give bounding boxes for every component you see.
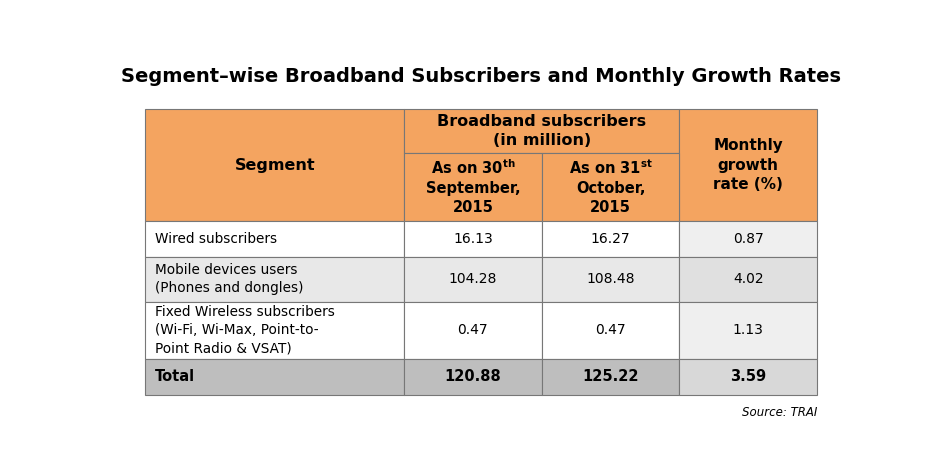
Text: Total: Total [155, 369, 195, 384]
Bar [679, 221, 817, 257]
Text: Mobile devices users
(Phones and dongles): Mobile devices users (Phones and dongles… [155, 263, 303, 295]
Bar [679, 257, 817, 302]
Bar [145, 221, 404, 257]
Text: 1.13: 1.13 [733, 323, 763, 337]
Bar [404, 302, 541, 359]
Bar [541, 359, 679, 395]
Text: Segment–wise Broadband Subscribers and Monthly Growth Rates: Segment–wise Broadband Subscribers and M… [121, 67, 842, 86]
Text: 3.59: 3.59 [730, 369, 766, 384]
Text: 108.48: 108.48 [586, 272, 635, 286]
Text: 0.47: 0.47 [596, 323, 626, 337]
Bar [145, 302, 404, 359]
Text: As on 31$^{\mathbf{st}}$
October,
2015: As on 31$^{\mathbf{st}}$ October, 2015 [569, 158, 652, 215]
Bar [145, 359, 404, 395]
Text: Broadband subscribers
(in million): Broadband subscribers (in million) [437, 114, 646, 148]
Bar [541, 153, 679, 221]
Bar [679, 302, 817, 359]
Bar [404, 221, 541, 257]
Text: Monthly
growth
rate (%): Monthly growth rate (%) [713, 138, 783, 192]
Bar [679, 359, 817, 395]
Bar [145, 110, 404, 221]
Text: Wired subscribers: Wired subscribers [155, 232, 277, 246]
Text: Fixed Wireless subscribers
(Wi-Fi, Wi-Max, Point-to-
Point Radio & VSAT): Fixed Wireless subscribers (Wi-Fi, Wi-Ma… [155, 305, 335, 355]
Bar [145, 257, 404, 302]
Text: 0.87: 0.87 [733, 232, 763, 246]
Bar [404, 359, 541, 395]
Text: 16.27: 16.27 [591, 232, 630, 246]
Bar [679, 110, 817, 221]
Bar [541, 257, 679, 302]
Bar [541, 302, 679, 359]
Text: 0.47: 0.47 [458, 323, 488, 337]
Text: 16.13: 16.13 [453, 232, 493, 246]
Text: Source: TRAI: Source: TRAI [742, 405, 817, 419]
Bar [404, 110, 679, 153]
Text: 125.22: 125.22 [582, 369, 638, 384]
Text: Segment: Segment [234, 158, 315, 173]
Bar [404, 153, 541, 221]
Text: 120.88: 120.88 [445, 369, 501, 384]
Bar [541, 221, 679, 257]
Bar [404, 257, 541, 302]
Text: As on 30$^{\mathbf{th}}$
September,
2015: As on 30$^{\mathbf{th}}$ September, 2015 [426, 158, 520, 215]
Text: 4.02: 4.02 [733, 272, 763, 286]
Text: 104.28: 104.28 [448, 272, 497, 286]
